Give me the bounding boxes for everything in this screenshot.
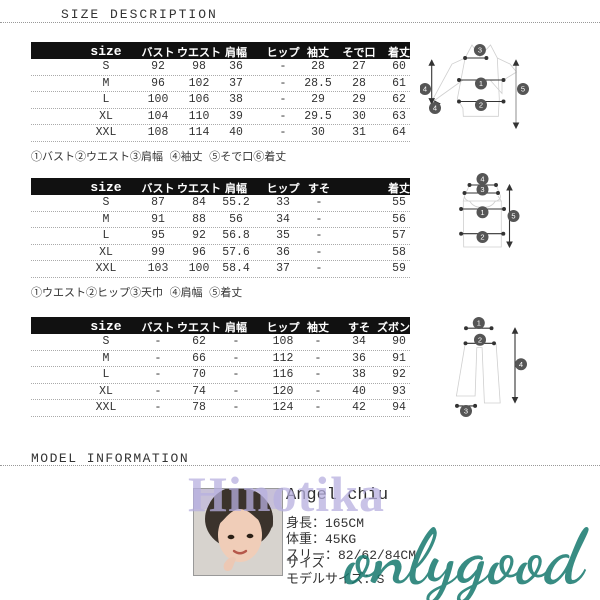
- svg-text:1: 1: [477, 319, 481, 328]
- svg-text:4: 4: [433, 104, 437, 113]
- svg-text:3: 3: [464, 407, 468, 416]
- svg-text:4: 4: [423, 85, 427, 94]
- svg-text:5: 5: [521, 85, 525, 94]
- svg-text:4: 4: [519, 360, 523, 369]
- svg-text:4: 4: [480, 175, 484, 184]
- svg-text:3: 3: [480, 185, 484, 194]
- svg-text:1: 1: [480, 208, 484, 217]
- svg-text:2: 2: [479, 101, 483, 110]
- svg-text:5: 5: [511, 212, 515, 221]
- svg-text:3: 3: [478, 46, 482, 55]
- svg-text:2: 2: [480, 233, 484, 242]
- svg-text:2: 2: [478, 335, 482, 344]
- svg-text:1: 1: [479, 79, 483, 88]
